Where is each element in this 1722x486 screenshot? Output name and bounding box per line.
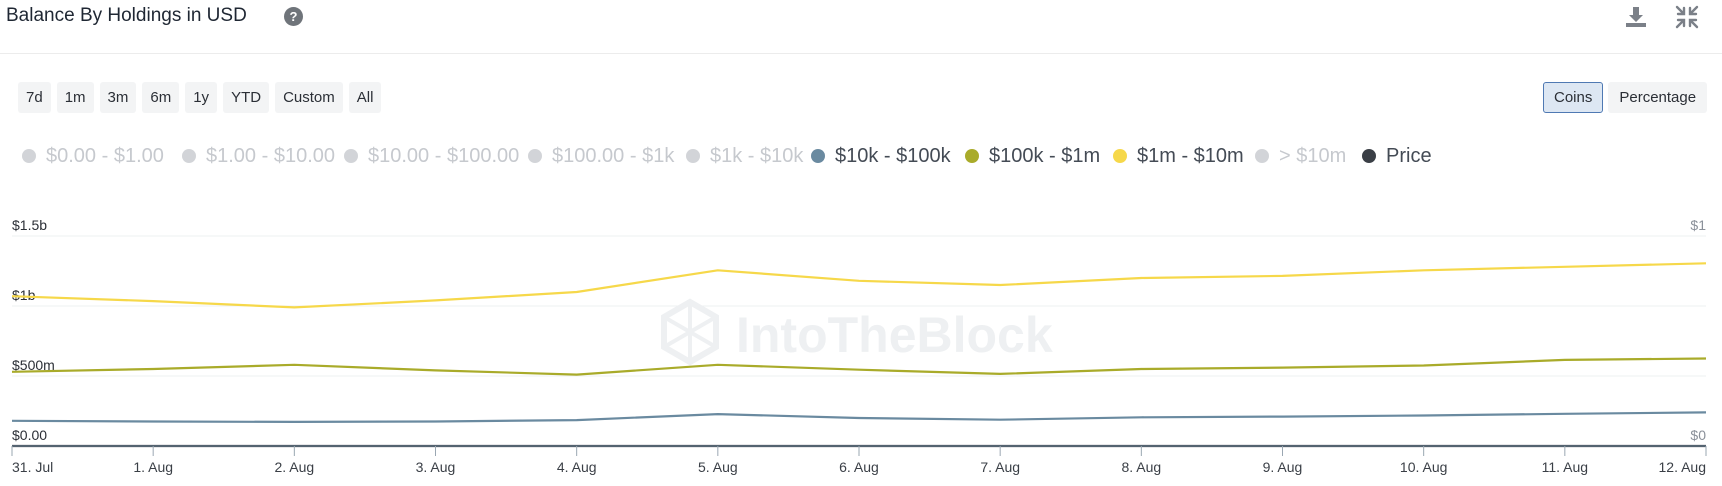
x-axis-tick-label: 2. Aug [274,459,314,475]
legend-label: $1k - $10k [710,144,804,167]
legend-label: $1m - $10m [1137,144,1244,167]
x-axis-tick-label: 9. Aug [1263,459,1303,475]
legend-item[interactable]: $0.00 - $1.00 [22,141,164,171]
x-axis-tick-label: 8. Aug [1121,459,1161,475]
series-line [11,411,1707,423]
legend-label: $1.00 - $10.00 [206,144,335,167]
y-axis-tick-label: $0.00 [12,427,47,443]
legend-item[interactable]: > $10m [1255,141,1346,171]
range-button-ytd[interactable]: YTD [223,82,270,113]
display-mode-toggle: Coins Percentage [1543,82,1708,113]
legend-dot-icon [811,149,825,163]
legend-dot-icon [965,149,979,163]
legend-dot-icon [1113,149,1127,163]
time-range-selector: 7d 1m 3m 6m 1y YTD Custom All [18,82,382,113]
x-axis-tick-label: 7. Aug [980,459,1020,475]
y-axis-tick-label: $1b [12,287,36,303]
x-axis-tick-label: 3. Aug [416,459,456,475]
legend-label: $100k - $1m [989,144,1101,167]
percentage-mode-button[interactable]: Percentage [1608,82,1708,113]
range-button-1y[interactable]: 1y [185,82,218,113]
y-right-axis-tick-label: $0 [1690,427,1706,443]
y-axis-tick-label: $1.5b [12,217,47,233]
x-axis-tick-label: 31. Jul [12,459,53,475]
range-button-7d[interactable]: 7d [18,82,51,113]
x-axis-tick-label: 1. Aug [133,459,173,475]
x-axis-tick-label: 12. Aug [1659,459,1707,475]
chart-title: Balance By Holdings in USD [6,5,247,26]
legend-item[interactable]: $100k - $1m [965,141,1100,171]
legend-label: > $10m [1279,144,1347,167]
series-line [11,262,1707,309]
x-axis-tick-label: 4. Aug [557,459,597,475]
download-icon[interactable] [1623,4,1649,30]
legend-dot-icon [182,149,196,163]
y-right-axis-tick-label: $1 [1690,217,1706,233]
x-axis-tick-label: 5. Aug [698,459,738,475]
coins-mode-button[interactable]: Coins [1543,82,1604,113]
x-axis-tick-label: 11. Aug [1542,459,1588,475]
legend-dot-icon [1255,149,1269,163]
legend-item[interactable]: $100.00 - $1k [528,141,674,171]
legend-dot-icon [344,149,358,163]
question-circle-icon[interactable]: ? [284,7,303,26]
watermark-text: IntoTheBlock [736,307,1053,363]
collapse-icon[interactable] [1674,4,1700,30]
legend-label: $10.00 - $100.00 [368,144,520,167]
x-axis-tick-label: 10. Aug [1400,459,1448,475]
range-button-all[interactable]: All [348,82,382,113]
y-axis-tick-label: $500m [12,357,55,373]
legend-label: $10k - $100k [835,144,951,167]
range-button-1m[interactable]: 1m [56,82,94,113]
x-axis-tick-label: 6. Aug [839,459,879,475]
series-line [11,357,1707,376]
legend-item[interactable]: Price [1362,141,1432,171]
range-button-custom[interactable]: Custom [275,82,343,113]
legend-item[interactable]: $10.00 - $100.00 [344,141,519,171]
legend-item[interactable]: $1.00 - $10.00 [182,141,335,171]
legend-dot-icon [22,149,36,163]
legend-item[interactable]: $1m - $10m [1113,141,1244,171]
legend-dot-icon [528,149,542,163]
legend-item[interactable]: $10k - $100k [811,141,951,171]
legend-item[interactable]: $1k - $10k [686,141,803,171]
legend-label: $100.00 - $1k [552,144,675,167]
legend-dot-icon [1362,149,1376,163]
watermark-logo [661,298,719,366]
range-button-6m[interactable]: 6m [142,82,180,113]
legend-dot-icon [686,149,700,163]
range-button-3m[interactable]: 3m [99,82,137,113]
legend-label: Price [1386,144,1432,167]
chart-header: Balance By Holdings in USD ? [0,0,1722,54]
legend-label: $0.00 - $1.00 [46,144,164,167]
